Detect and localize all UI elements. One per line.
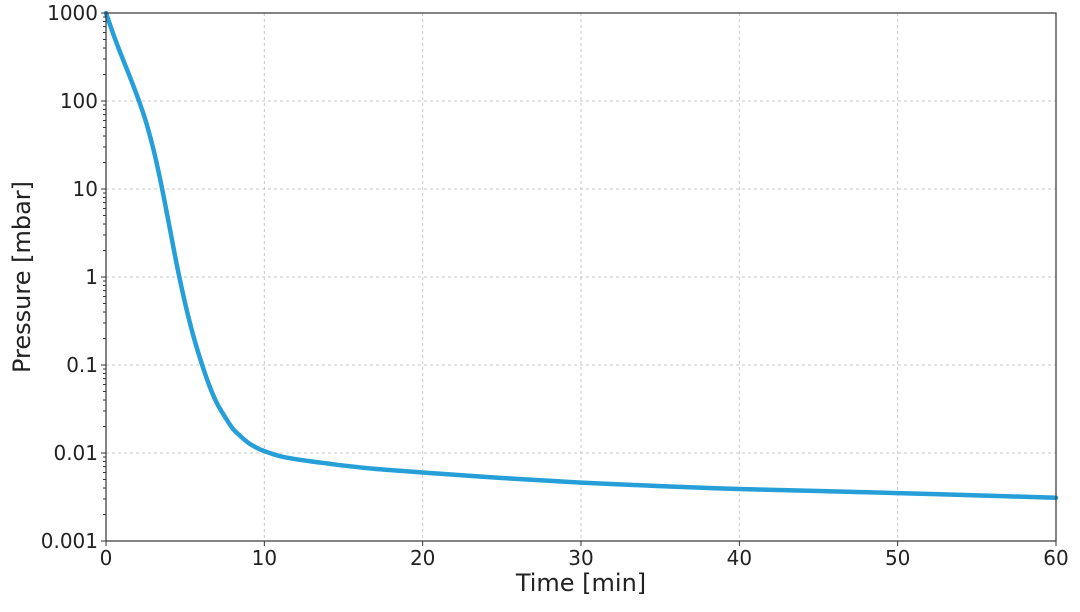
x-tick-label: 60 [1043, 546, 1068, 570]
y-tick-label: 100 [60, 89, 98, 113]
grid-layer [106, 12, 1056, 541]
y-tick-label: 0.001 [41, 529, 98, 553]
x-tick-label: 40 [727, 546, 752, 570]
x-tick-label: 20 [410, 546, 435, 570]
y-tick-label: 0.01 [53, 441, 98, 465]
y-tick-label: 10 [73, 177, 98, 201]
x-tick-label: 10 [252, 546, 277, 570]
y-axis-label: Pressure [mbar] [8, 181, 36, 373]
y-tick-label: 1000 [47, 1, 98, 25]
y-tick-label: 1 [85, 265, 98, 289]
y-axis-ticks: 0.001 0.01 0.1 1 10 100 1000 [41, 1, 106, 553]
x-axis-ticks: 0 10 20 30 40 50 60 [100, 541, 1069, 570]
y-tick-label: 0.1 [66, 353, 98, 377]
x-tick-label: 50 [885, 546, 910, 570]
x-tick-label: 0 [100, 546, 113, 570]
x-tick-label: 30 [568, 546, 593, 570]
x-axis-label: Time [min] [515, 569, 646, 597]
series-layer [103, 10, 1059, 501]
pressure-series-line [103, 10, 1059, 501]
